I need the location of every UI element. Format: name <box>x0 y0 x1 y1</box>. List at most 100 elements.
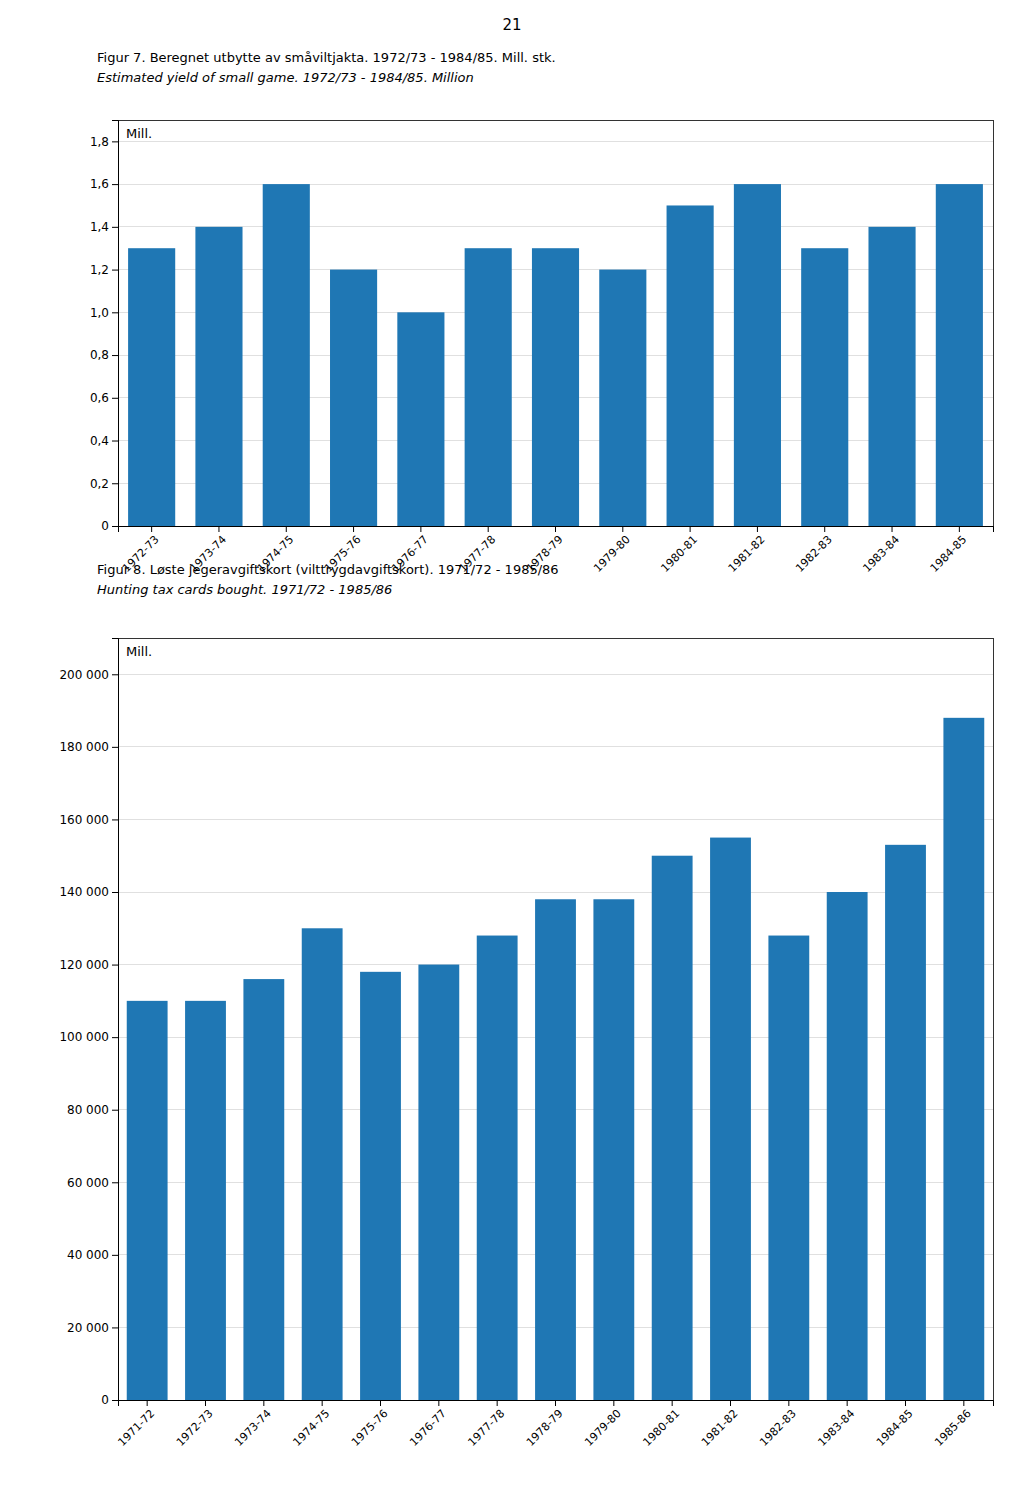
tick-label: 1,2 <box>90 263 109 277</box>
tick-mark <box>112 441 118 442</box>
y-tick: 0,8 <box>90 348 118 362</box>
tick-label: 1980-81 <box>641 1407 683 1449</box>
tick-label: 0 <box>101 519 109 533</box>
x-tick: 1982-83 <box>757 1400 799 1449</box>
y-tick: 200 000 <box>59 668 118 682</box>
tick-mark <box>112 1255 118 1256</box>
y-tick: 180 000 <box>59 740 118 754</box>
y-axis-label: Mill. <box>126 644 152 659</box>
bar <box>599 270 646 526</box>
bar <box>535 899 576 1400</box>
tick-mark <box>286 526 287 532</box>
tick-mark <box>322 1400 323 1406</box>
tick-mark <box>112 892 118 893</box>
bar <box>330 270 377 526</box>
y-tick: 0 <box>101 1393 118 1407</box>
x-tick: 1971-72 <box>116 1400 158 1449</box>
y-tick: 1,0 <box>90 306 118 320</box>
grid-line <box>118 226 993 227</box>
tick-label: 120 000 <box>59 958 109 972</box>
tick-mark <box>112 747 118 748</box>
x-tick: 1983-84 <box>860 526 902 575</box>
bar <box>593 899 634 1400</box>
bar <box>652 856 693 1400</box>
bar <box>532 248 579 526</box>
y-tick: 120 000 <box>59 958 118 972</box>
tick-mark <box>488 526 489 532</box>
tick-mark <box>497 1400 498 1406</box>
x-tick: 1977-78 <box>466 1400 508 1449</box>
tick-label: 80 000 <box>67 1103 109 1117</box>
tick-label: 1985-86 <box>932 1407 974 1449</box>
grid-line <box>118 141 993 142</box>
tick-label: 1978-79 <box>524 1407 566 1449</box>
tick-label: 1983-84 <box>816 1407 858 1449</box>
tick-mark <box>112 1327 118 1328</box>
y-axis-label: Mill. <box>126 126 152 141</box>
tick-mark <box>730 1400 731 1406</box>
tick-mark <box>112 184 118 185</box>
bar <box>302 928 343 1400</box>
tick-mark <box>112 1400 118 1401</box>
tick-label: 1981-82 <box>726 533 768 575</box>
bar <box>667 205 714 526</box>
page-number: 21 <box>502 16 521 34</box>
bar <box>465 248 512 526</box>
tick-label: 1979-80 <box>591 533 633 575</box>
tick-label: 0,6 <box>90 391 109 405</box>
bar <box>477 936 518 1400</box>
x-tick: 1972-73 <box>174 1400 216 1449</box>
tick-label: 1981-82 <box>699 1407 741 1449</box>
x-tick: 1981-82 <box>699 1400 741 1449</box>
tick-mark <box>963 1400 964 1406</box>
x-tick: 1980-81 <box>641 1400 683 1449</box>
tick-mark <box>112 526 118 527</box>
page: 21Figur 7. Beregnet utbytte av småviltja… <box>0 0 1024 1502</box>
y-tick: 160 000 <box>59 813 118 827</box>
tick-label: 20 000 <box>67 1321 109 1335</box>
tick-label: 1973-74 <box>232 1407 274 1449</box>
tick-mark <box>218 526 219 532</box>
tick-mark <box>824 526 825 532</box>
plot-frame <box>118 638 993 1400</box>
axis-line <box>112 121 119 527</box>
x-tick: 1979-80 <box>591 526 633 575</box>
tick-label: 160 000 <box>59 813 109 827</box>
tick-label: 1972-73 <box>174 1407 216 1449</box>
x-tick: 1984-85 <box>874 1400 916 1449</box>
tick-mark <box>438 1400 439 1406</box>
tick-mark <box>112 819 118 820</box>
bar <box>943 718 984 1400</box>
grid-line <box>118 184 993 185</box>
y-tick: 0,4 <box>90 434 118 448</box>
bar <box>128 248 175 526</box>
tick-label: 1984-85 <box>874 1407 916 1449</box>
bar <box>185 1001 226 1400</box>
tick-mark <box>613 1400 614 1406</box>
grid-line <box>118 819 993 820</box>
bar <box>936 184 983 526</box>
tick-mark <box>147 1400 148 1406</box>
y-tick: 1,8 <box>90 135 118 149</box>
x-tick: 1973-74 <box>232 1400 274 1449</box>
tick-mark <box>112 674 118 675</box>
tick-mark <box>112 270 118 271</box>
y-tick: 100 000 <box>59 1030 118 1044</box>
y-axis: 00,20,40,60,81,01,21,41,61,8 <box>90 121 119 534</box>
tick-mark <box>263 1400 264 1406</box>
tick-label: 60 000 <box>67 1176 109 1190</box>
tick-label: 1983-84 <box>860 533 902 575</box>
tick-mark <box>112 355 118 356</box>
chart-title: Figur 8. Løste jegeravgiftskort (vilttry… <box>97 562 559 577</box>
tick-mark <box>847 1400 848 1406</box>
grid <box>118 674 993 1400</box>
tick-mark <box>151 526 152 532</box>
bar <box>827 892 868 1400</box>
tick-mark <box>622 526 623 532</box>
y-axis: 020 00040 00060 00080 000100 000120 0001… <box>59 639 118 1408</box>
y-tick: 1,4 <box>90 220 118 234</box>
y-tick: 60 000 <box>67 1176 118 1190</box>
tick-label: 1,0 <box>90 306 109 320</box>
axis-line <box>119 1401 994 1407</box>
tick-label: 1974-75 <box>291 1407 333 1449</box>
